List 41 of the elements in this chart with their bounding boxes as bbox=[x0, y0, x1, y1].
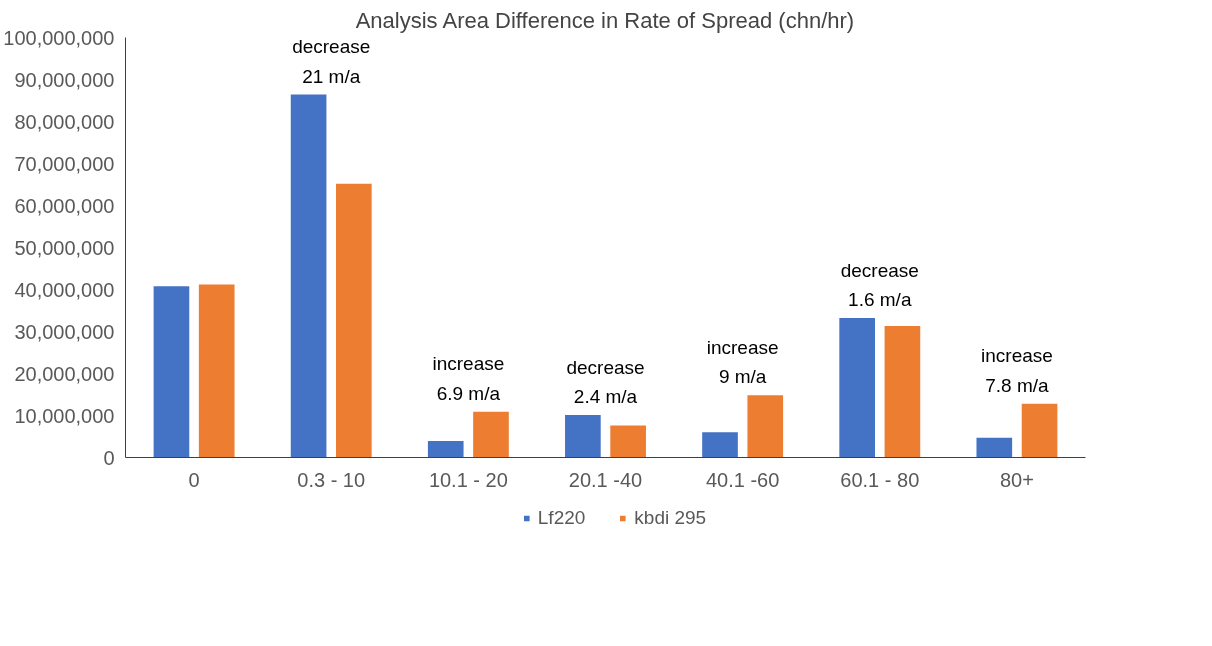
x-tick-label: 10.1 - 20 bbox=[428, 468, 508, 491]
bar bbox=[153, 286, 190, 458]
bar bbox=[198, 284, 235, 458]
annotation: increase 6.9 m/a bbox=[432, 353, 505, 404]
y-tick-label: 0 bbox=[103, 446, 115, 469]
y-tick-label: 100,000,000 bbox=[3, 26, 115, 49]
bar bbox=[610, 425, 646, 458]
bar bbox=[427, 441, 464, 458]
bar bbox=[1021, 403, 1058, 458]
annotation: decrease 21 m/a bbox=[292, 36, 371, 87]
x-tick-label: 40.1 -60 bbox=[705, 468, 780, 491]
annotation: increase 9 m/a bbox=[706, 336, 779, 388]
y-tick-label: 10,000,000 bbox=[14, 404, 115, 427]
y-tick-label: 30,000,000 bbox=[14, 320, 115, 343]
x-tick-label: 20.1 -40 bbox=[568, 468, 643, 491]
chart-title: Analysis Area Difference in Rate of Spread (chn/hr) bbox=[355, 7, 855, 33]
y-tick-label: 70,000,000 bbox=[14, 152, 115, 175]
x-tick-label: 60.1 - 80 bbox=[840, 468, 920, 491]
annotation: decrease 1.6 m/a bbox=[840, 259, 919, 311]
annotation: decrease 2.4 m/a bbox=[566, 356, 645, 408]
bar bbox=[839, 318, 875, 458]
y-tick-label: 40,000,000 bbox=[14, 278, 115, 301]
bar bbox=[473, 411, 509, 458]
x-tick-label: 0.3 - 10 bbox=[297, 468, 366, 491]
annotation: increase 7.8 m/a bbox=[981, 345, 1053, 396]
bar bbox=[290, 94, 327, 458]
bar bbox=[336, 183, 372, 458]
y-tick-label: 80,000,000 bbox=[14, 110, 115, 133]
bar bbox=[702, 432, 738, 458]
legend-label: kbdi 295 bbox=[634, 507, 707, 529]
bar bbox=[565, 415, 601, 458]
bar bbox=[884, 326, 921, 458]
y-tick-label: 20,000,000 bbox=[14, 362, 115, 385]
y-tick-label: 50,000,000 bbox=[14, 236, 115, 259]
bar bbox=[747, 395, 784, 458]
bar bbox=[976, 437, 1013, 458]
legend-label: Lf220 bbox=[537, 507, 586, 529]
y-tick-label: 60,000,000 bbox=[14, 194, 115, 217]
x-tick-label: 80+ bbox=[999, 468, 1034, 491]
x-tick-label: 0 bbox=[188, 468, 200, 491]
y-tick-label: 90,000,000 bbox=[14, 68, 115, 91]
